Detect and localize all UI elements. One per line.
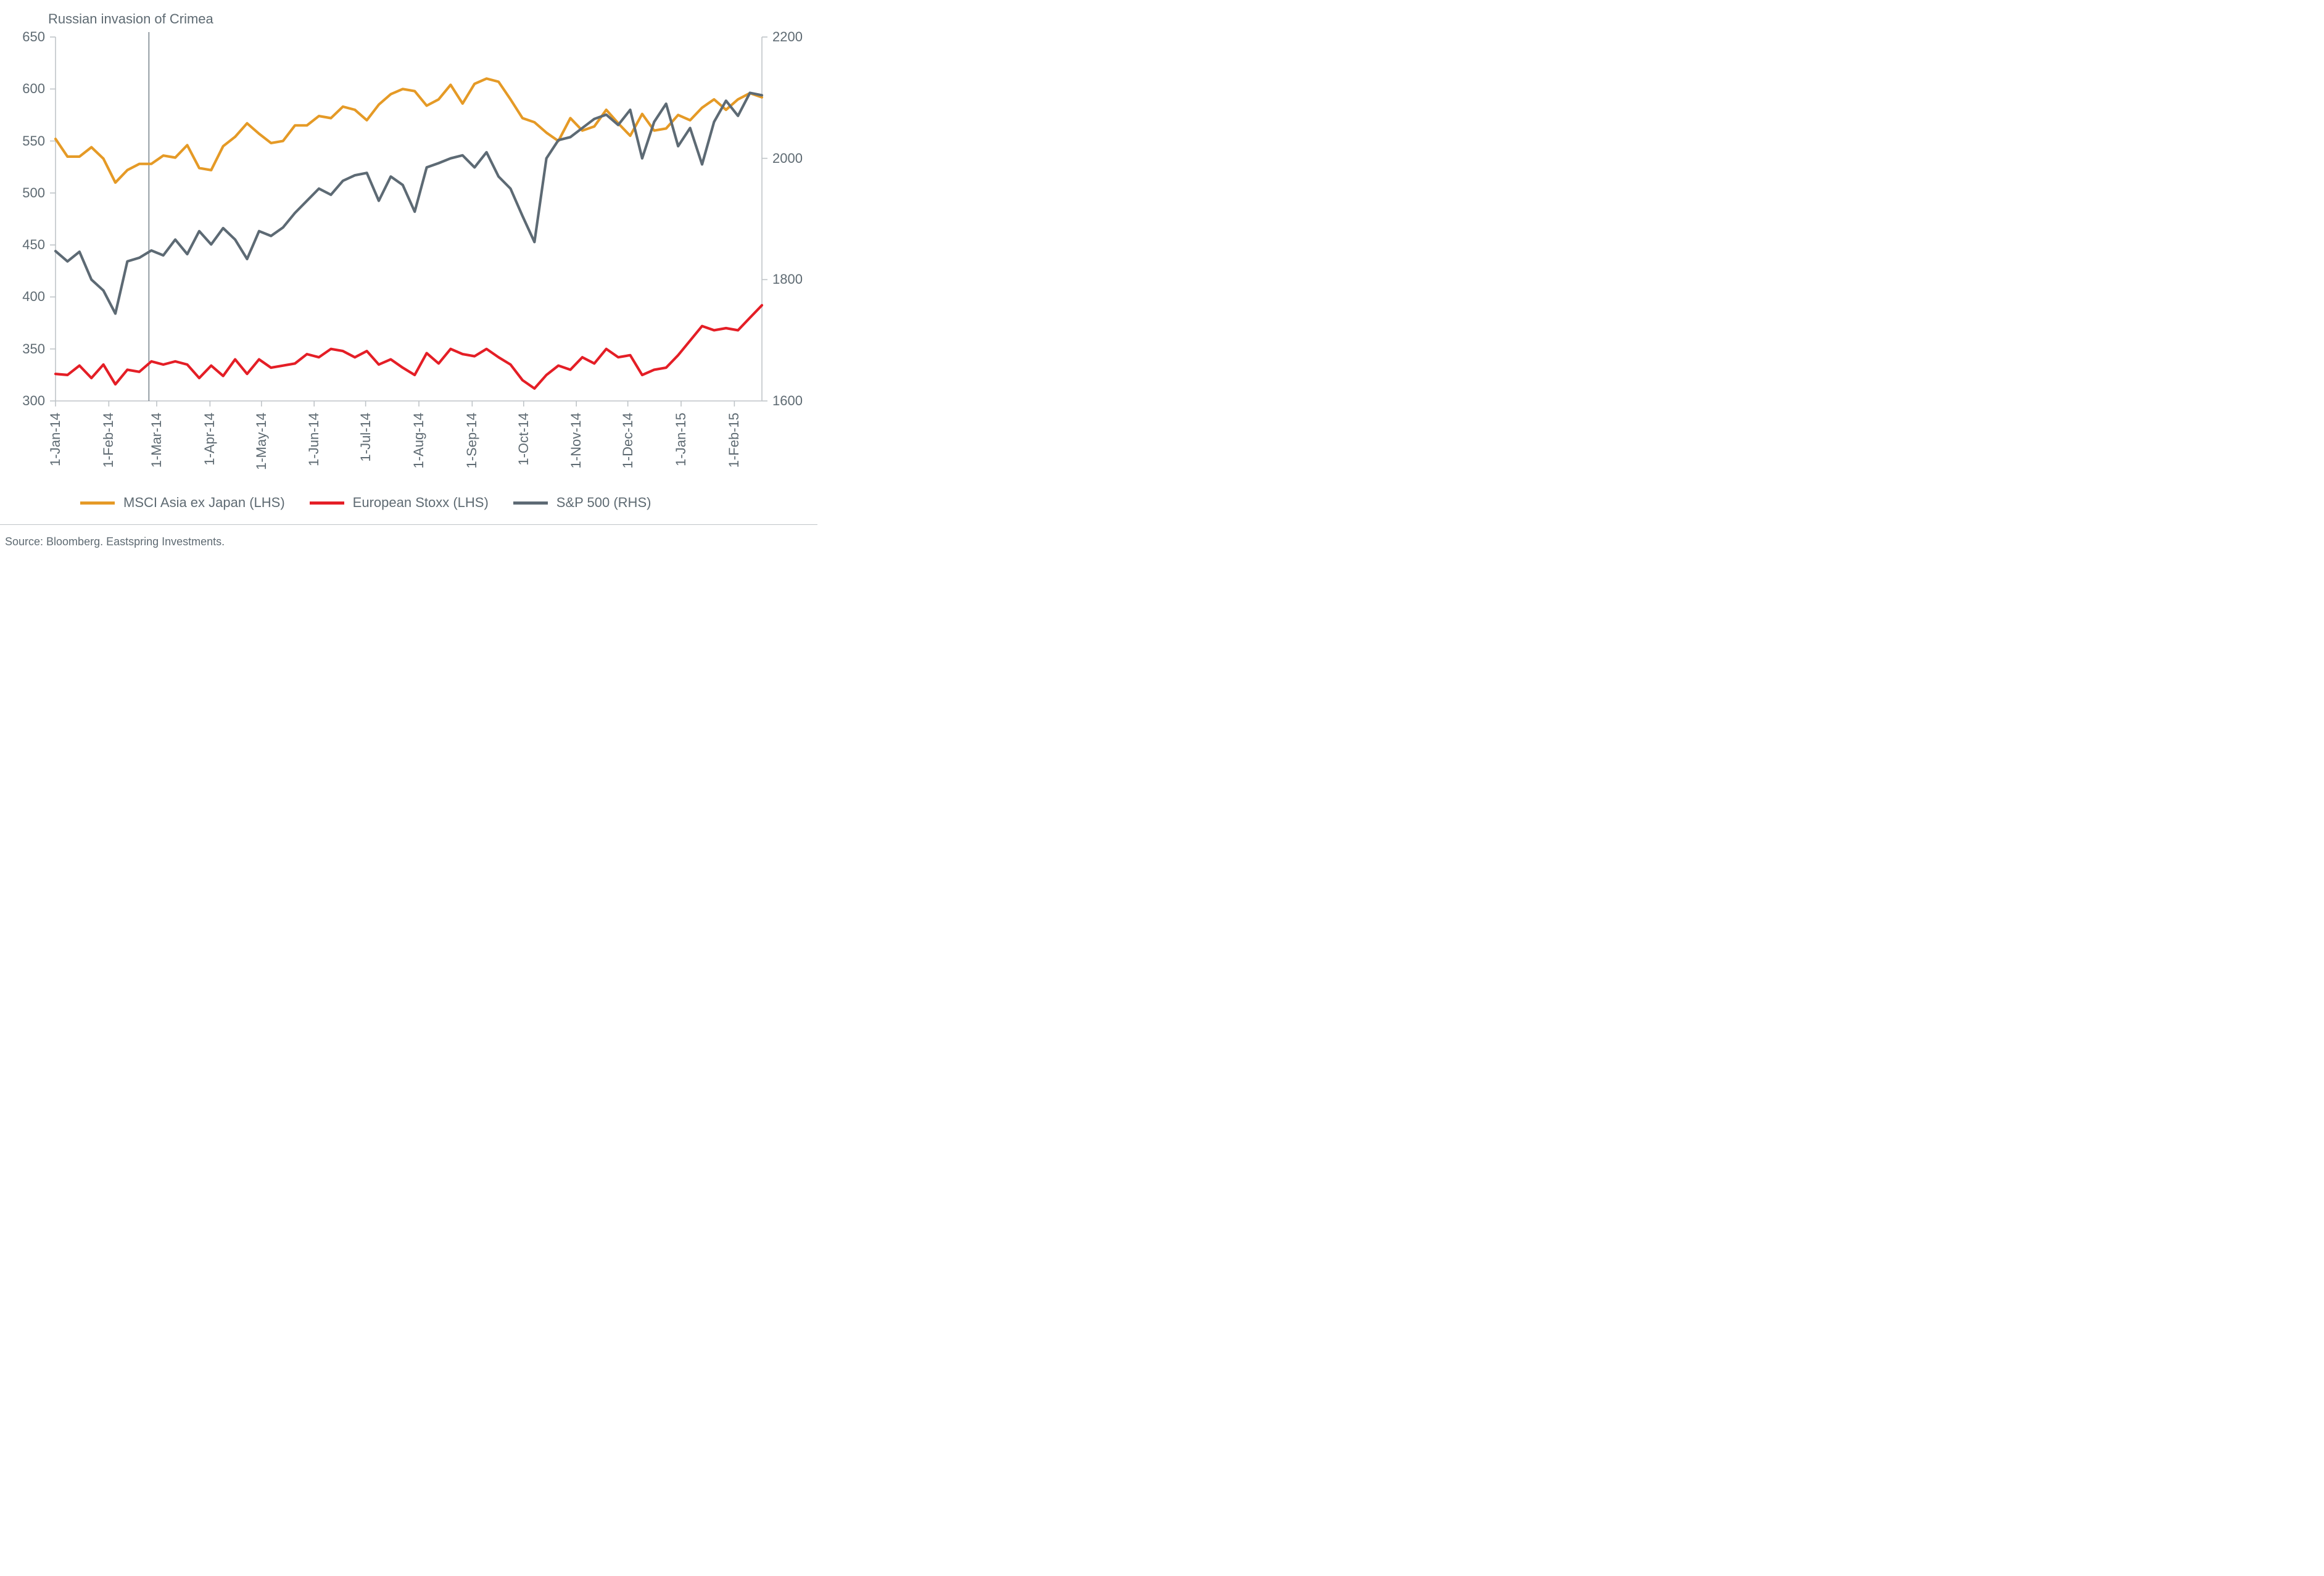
x-tick-label: 1-Dec-14	[620, 413, 636, 468]
x-tick-label: 1-Jul-14	[358, 413, 374, 461]
y-left-tick-label: 550	[22, 133, 45, 149]
x-tick-label: 1-May-14	[254, 413, 270, 470]
x-tick-label: 1-Apr-14	[202, 413, 218, 466]
legend: MSCI Asia ex Japan (LHS) European Stoxx (…	[80, 495, 651, 511]
chart-container: Russian invasion of Crimea 3003504004505…	[0, 0, 817, 554]
x-tick-label: 1-Mar-14	[149, 413, 165, 468]
legend-label: S&P 500 (RHS)	[556, 495, 651, 511]
y-left-tick-label: 650	[22, 29, 45, 45]
legend-swatch	[513, 501, 548, 505]
y-left-tick-label: 600	[22, 81, 45, 97]
y-left-tick-label: 450	[22, 237, 45, 253]
y-left-tick-label: 400	[22, 289, 45, 305]
y-right-tick-label: 2000	[772, 151, 803, 167]
legend-swatch	[80, 501, 115, 505]
y-right-tick-label: 1800	[772, 271, 803, 287]
x-tick-label: 1-Feb-14	[101, 413, 117, 468]
legend-swatch	[310, 501, 344, 505]
source-attribution: Source: Bloomberg. Eastspring Investment…	[5, 535, 225, 548]
x-tick-label: 1-Aug-14	[411, 413, 427, 469]
x-tick-label: 1-Sep-14	[464, 413, 480, 469]
x-tick-label: 1-Nov-14	[568, 413, 584, 468]
legend-label: MSCI Asia ex Japan (LHS)	[123, 495, 285, 511]
x-tick-label: 1-Jun-14	[306, 413, 322, 466]
series-line	[56, 305, 762, 389]
source-divider	[0, 524, 817, 525]
legend-item: MSCI Asia ex Japan (LHS)	[80, 495, 285, 511]
plot-svg	[0, 0, 817, 554]
x-tick-label: 1-Feb-15	[726, 413, 742, 468]
y-left-tick-label: 350	[22, 341, 45, 357]
series-line	[56, 78, 762, 183]
legend-label: European Stoxx (LHS)	[353, 495, 489, 511]
y-left-tick-label: 300	[22, 393, 45, 409]
legend-item: European Stoxx (LHS)	[310, 495, 489, 511]
legend-item: S&P 500 (RHS)	[513, 495, 651, 511]
series-line	[56, 93, 762, 314]
x-tick-label: 1-Oct-14	[516, 413, 532, 466]
y-right-tick-label: 2200	[772, 29, 803, 45]
y-left-tick-label: 500	[22, 185, 45, 201]
y-right-tick-label: 1600	[772, 393, 803, 409]
x-tick-label: 1-Jan-15	[673, 413, 689, 466]
x-tick-label: 1-Jan-14	[48, 413, 64, 466]
